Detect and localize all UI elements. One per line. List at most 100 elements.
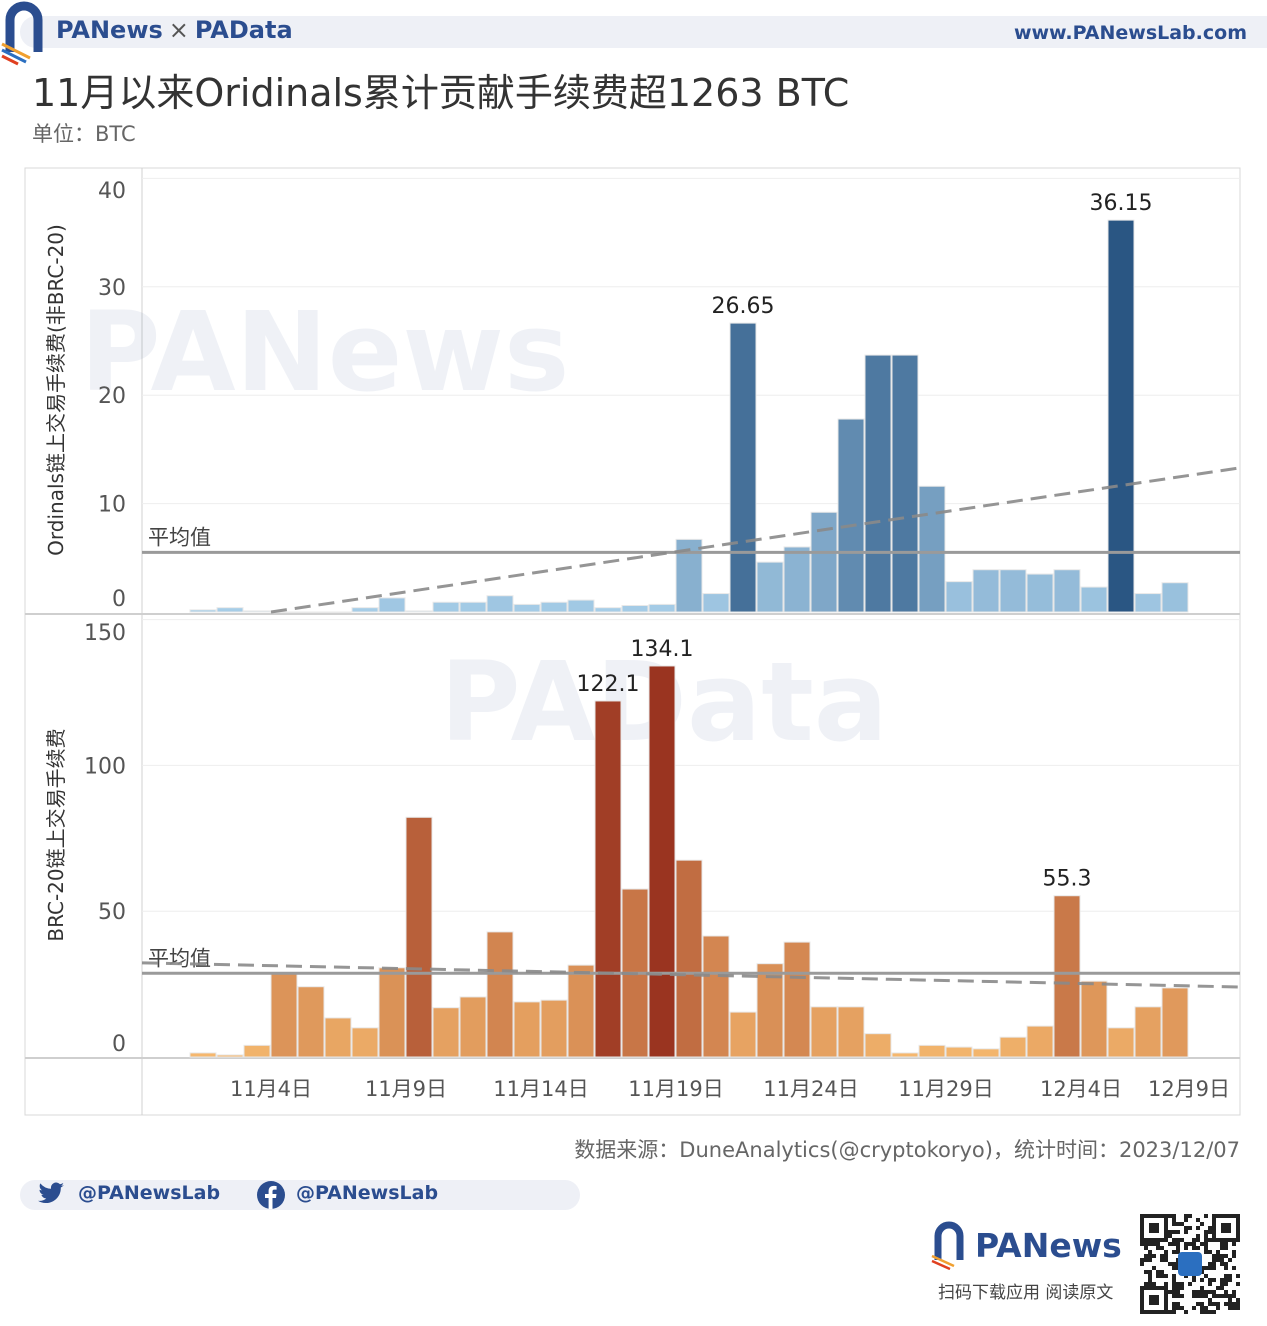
trend-line — [141, 961, 1241, 989]
footer-logo-text: PANews — [975, 1226, 1122, 1265]
brand-panews: PANews — [56, 16, 163, 44]
x-tick-label: 12月4日 — [1040, 1077, 1122, 1101]
bar — [783, 941, 811, 1058]
bar — [972, 1048, 1000, 1058]
bar — [837, 418, 865, 613]
panews-logo-icon — [1, 1, 43, 66]
bar — [351, 607, 379, 613]
brand-padata: PAData — [194, 16, 293, 44]
bar — [891, 354, 919, 613]
y-tick-label: 0 — [112, 587, 126, 612]
bar — [918, 485, 946, 613]
bar — [999, 569, 1027, 613]
bar — [540, 601, 568, 613]
bar — [216, 607, 244, 613]
bar — [945, 581, 973, 613]
bar — [486, 595, 514, 613]
bar — [1107, 1027, 1135, 1058]
bar — [216, 1054, 244, 1058]
bar — [243, 1044, 271, 1058]
data-label: 55.3 — [1043, 867, 1092, 892]
bar — [999, 1036, 1027, 1058]
bar — [513, 603, 541, 613]
bar — [702, 935, 730, 1058]
header-bar — [20, 16, 1267, 48]
facebook-icon[interactable] — [256, 1180, 286, 1210]
bar — [918, 1044, 946, 1058]
top-y-axis-label: Ordinals链上交易手续费(非BRC-20) — [44, 224, 68, 556]
bottom-y-axis-label: BRC-20链上交易手续费 — [44, 728, 68, 941]
data-label: 134.1 — [631, 637, 694, 662]
website-link[interactable]: www.PANewsLab.com — [1013, 22, 1247, 44]
chart-border — [24, 167, 1241, 1116]
bar — [891, 1052, 919, 1058]
facebook-handle[interactable]: @PANewsLab — [296, 1182, 439, 1204]
bar — [297, 986, 325, 1058]
x-tick-label: 11月9日 — [365, 1077, 447, 1101]
bar — [756, 963, 784, 1058]
bar — [270, 972, 298, 1058]
bar — [1134, 1006, 1162, 1058]
y-tick-label: 100 — [84, 754, 126, 779]
bar — [810, 511, 838, 613]
scan-text: 扫码下载应用 阅读原文 — [938, 1283, 1114, 1303]
bar — [783, 546, 811, 613]
bar — [648, 603, 676, 613]
bar — [837, 1006, 865, 1058]
average-label: 平均值 — [148, 525, 211, 549]
bar — [405, 816, 433, 1058]
bar — [729, 1011, 757, 1058]
bar — [486, 931, 514, 1058]
bar — [405, 610, 433, 613]
bar — [1080, 980, 1108, 1058]
bar — [945, 1046, 973, 1058]
social-bar — [20, 1180, 580, 1210]
bar — [1026, 1025, 1054, 1058]
bar — [864, 354, 892, 613]
bar — [756, 561, 784, 613]
bar — [432, 1007, 460, 1058]
unit-label: 单位：BTC — [32, 122, 136, 146]
x-tick-label: 11月19日 — [628, 1077, 723, 1101]
bar — [297, 611, 325, 613]
bar — [459, 996, 487, 1058]
bar — [378, 967, 406, 1058]
bar — [594, 700, 622, 1058]
trend-line — [270, 466, 1241, 614]
y-tick-label: 30 — [98, 276, 126, 301]
bar — [189, 609, 217, 613]
ordinals-panel: 0 10 20 30 40 平均值 26.65 36.15 — [98, 177, 1241, 614]
data-label: 122.1 — [577, 672, 640, 697]
bar — [648, 665, 676, 1058]
bar — [1134, 593, 1162, 613]
bar — [378, 597, 406, 613]
bar — [972, 569, 1000, 613]
twitter-icon[interactable] — [36, 1181, 66, 1207]
x-tick-label: 11月4日 — [230, 1077, 312, 1101]
panews-footer-logo-icon — [931, 1221, 964, 1270]
data-label: 26.65 — [712, 294, 775, 319]
x-tick-label: 11月24日 — [763, 1077, 858, 1101]
y-tick-label: 20 — [98, 384, 126, 409]
twitter-handle[interactable]: @PANewsLab — [78, 1182, 221, 1204]
bar — [810, 1006, 838, 1058]
bar — [702, 593, 730, 613]
bar — [1053, 895, 1081, 1058]
bar — [540, 999, 568, 1058]
x-tick-label: 11月14日 — [493, 1077, 588, 1101]
y-tick-label: 0 — [112, 1032, 126, 1057]
bar — [621, 604, 649, 613]
bar — [189, 1052, 217, 1058]
bar — [1080, 586, 1108, 613]
chart-title: 11月以来Oridinals累计贡献手续费超1263 BTC — [32, 71, 850, 115]
x-tick-label: 12月9日 — [1148, 1077, 1230, 1101]
data-source: 数据来源：DuneAnalytics(@cryptokoryo)，统计时间：20… — [574, 1138, 1240, 1162]
qr-code-icon[interactable] — [1140, 1214, 1240, 1314]
bar — [1053, 569, 1081, 613]
average-label: 平均值 — [148, 946, 211, 970]
x-axis: 11月4日 11月9日 11月14日 11月19日 11月24日 11月29日 12月4日 1… — [230, 1077, 1230, 1101]
bar — [243, 610, 271, 613]
bar — [324, 611, 352, 613]
bar — [675, 859, 703, 1058]
